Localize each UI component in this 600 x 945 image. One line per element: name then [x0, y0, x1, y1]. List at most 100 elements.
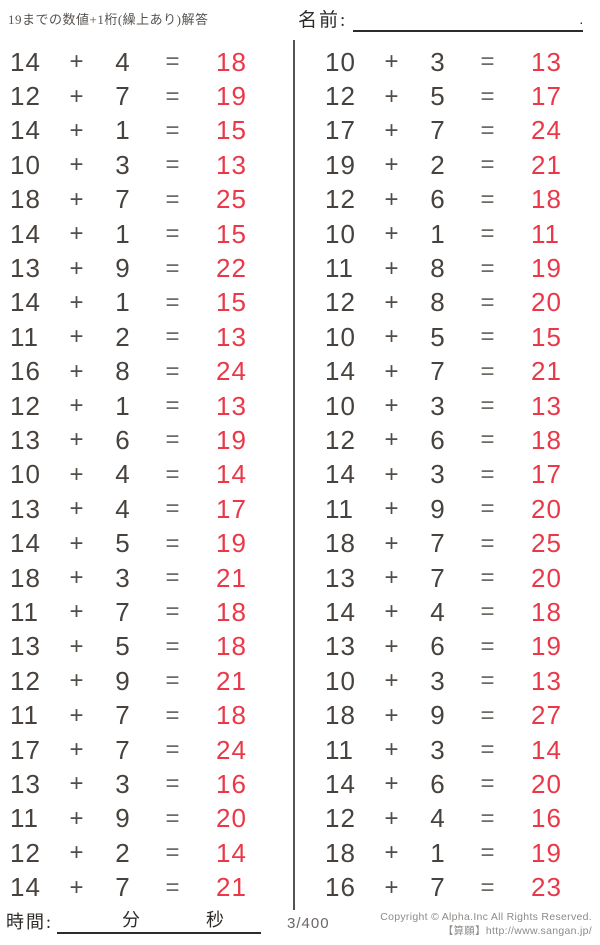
operand-first: 11 [325, 734, 354, 765]
equals-sign: = [165, 632, 181, 660]
operand-first: 12 [325, 803, 356, 834]
operand-first: 16 [10, 356, 41, 387]
plus-sign: + [69, 185, 85, 213]
operand-second: 7 [115, 184, 131, 215]
plus-sign: + [384, 701, 400, 729]
answer-value: 20 [531, 768, 562, 799]
answer-value: 20 [216, 803, 247, 834]
answer-value: 11 [531, 218, 560, 249]
answer-value: 18 [216, 46, 247, 77]
answer-value: 15 [531, 321, 562, 352]
plus-sign: + [69, 564, 85, 592]
addition-problem-row: 18 + 7 = 25 [325, 526, 590, 560]
plus-sign: + [384, 667, 400, 695]
problems-area: 14 + 4 = 18 12 + 7 = 19 14 + 1 = 15 10 +… [0, 40, 600, 910]
plus-sign: + [384, 357, 400, 385]
answer-value: 17 [531, 459, 562, 490]
plus-sign: + [69, 116, 85, 144]
addition-problem-row: 11 + 7 = 18 [10, 698, 280, 732]
equals-sign: = [165, 426, 181, 454]
plus-sign: + [384, 254, 400, 282]
plus-sign: + [384, 48, 400, 76]
operand-first: 12 [325, 287, 356, 318]
equals-sign: = [165, 667, 181, 695]
plus-sign: + [69, 495, 85, 523]
equals-sign: = [165, 323, 181, 351]
addition-problem-row: 12 + 9 = 21 [10, 664, 280, 698]
plus-sign: + [69, 323, 85, 351]
operand-first: 14 [325, 459, 356, 490]
operand-second: 8 [115, 356, 131, 387]
plus-sign: + [69, 667, 85, 695]
answer-value: 13 [531, 390, 562, 421]
plus-sign: + [384, 392, 400, 420]
plus-sign: + [384, 770, 400, 798]
operand-second: 6 [430, 184, 446, 215]
addition-problem-row: 17 + 7 = 24 [10, 733, 280, 767]
answer-value: 20 [531, 562, 562, 593]
plus-sign: + [69, 839, 85, 867]
answer-value: 19 [216, 528, 247, 559]
operand-second: 3 [430, 46, 446, 77]
equals-sign: = [165, 564, 181, 592]
equals-sign: = [480, 116, 496, 144]
name-label: 名前: [298, 10, 348, 31]
page-title: 19までの数値+1桁(繰上あり)解答 [8, 12, 209, 27]
operand-first: 18 [325, 837, 356, 868]
plus-sign: + [69, 598, 85, 626]
equals-sign: = [480, 426, 496, 454]
operand-first: 12 [10, 837, 41, 868]
addition-problem-row: 14 + 1 = 15 [10, 217, 280, 251]
copyright-line2: 【算願】http://www.sangan.jp/ [442, 925, 592, 937]
operand-first: 18 [10, 184, 41, 215]
answer-value: 16 [531, 803, 562, 834]
operand-first: 13 [325, 562, 356, 593]
operand-second: 3 [115, 562, 131, 593]
answer-value: 18 [216, 631, 247, 662]
operand-first: 11 [10, 803, 39, 834]
answer-value: 20 [531, 493, 562, 524]
answer-value: 18 [216, 700, 247, 731]
equals-sign: = [480, 392, 496, 420]
plus-sign: + [69, 357, 85, 385]
operand-second: 4 [430, 596, 446, 627]
operand-second: 2 [115, 837, 131, 868]
operand-first: 10 [325, 321, 356, 352]
answer-value: 14 [216, 459, 247, 490]
operand-first: 17 [325, 115, 356, 146]
operand-second: 9 [115, 665, 131, 696]
addition-problem-row: 14 + 1 = 15 [10, 286, 280, 320]
answer-value: 19 [216, 424, 247, 455]
operand-first: 12 [325, 81, 356, 112]
addition-problem-row: 11 + 7 = 18 [10, 595, 280, 629]
operand-second: 1 [115, 390, 131, 421]
operand-second: 8 [430, 253, 446, 284]
equals-sign: = [480, 185, 496, 213]
plus-sign: + [69, 632, 85, 660]
operand-first: 18 [325, 528, 356, 559]
operand-second: 9 [430, 493, 446, 524]
operand-second: 5 [115, 528, 131, 559]
problem-column-left: 14 + 4 = 18 12 + 7 = 19 14 + 1 = 15 10 +… [10, 45, 280, 905]
addition-problem-row: 11 + 9 = 20 [10, 802, 280, 836]
operand-first: 14 [10, 287, 41, 318]
operand-first: 14 [10, 218, 41, 249]
addition-problem-row: 11 + 9 = 20 [325, 492, 590, 526]
answer-value: 21 [216, 562, 247, 593]
addition-problem-row: 12 + 4 = 16 [325, 802, 590, 836]
equals-sign: = [165, 804, 181, 832]
answer-value: 13 [216, 321, 247, 352]
equals-sign: = [480, 323, 496, 351]
operand-first: 12 [10, 390, 41, 421]
equals-sign: = [165, 460, 181, 488]
addition-problem-row: 12 + 6 = 18 [325, 423, 590, 457]
operand-second: 4 [115, 459, 131, 490]
answer-value: 17 [216, 493, 247, 524]
operand-first: 10 [325, 218, 356, 249]
equals-sign: = [480, 667, 496, 695]
plus-sign: + [69, 254, 85, 282]
operand-first: 13 [10, 253, 41, 284]
answer-value: 20 [531, 287, 562, 318]
addition-problem-row: 12 + 1 = 13 [10, 389, 280, 423]
answer-value: 24 [531, 115, 562, 146]
